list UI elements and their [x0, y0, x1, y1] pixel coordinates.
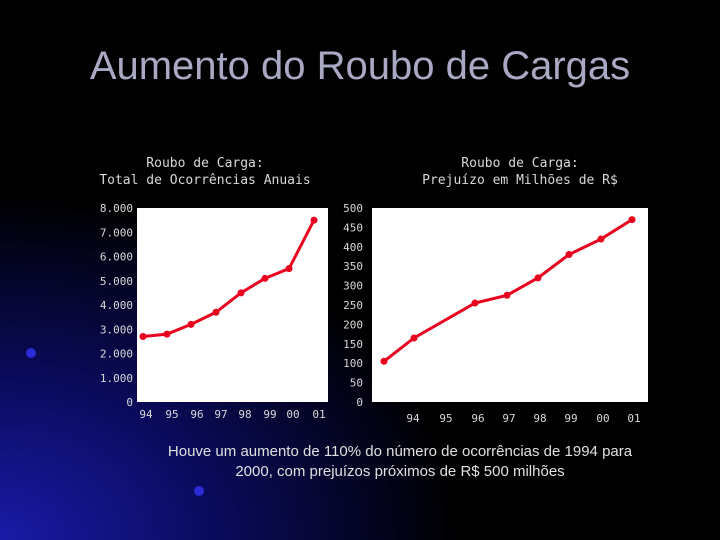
- caption-line1: Houve um aumento de 110% do número de oc…: [167, 443, 633, 460]
- chart2-title-line1: Roubo de Carga:: [461, 156, 579, 171]
- chart1-xtick-label: 97: [214, 408, 227, 421]
- chart2-data-point: [471, 299, 479, 307]
- chart1-data-point: [237, 289, 245, 297]
- chart1-xtick-label: 94: [139, 408, 153, 421]
- chart1-ytick-label: 0: [126, 396, 133, 409]
- chart2-title-line2: Prejuízo em Milhões de R$: [422, 173, 618, 188]
- chart1-ytick-label: 2.000: [100, 348, 133, 361]
- chart1-xtick-label: 99: [263, 408, 276, 421]
- chart1-title-line2: Total de Ocorrências Anuais: [99, 173, 311, 188]
- chart1-title: Roubo de Carga: Total de Ocorrências Anu…: [90, 155, 320, 189]
- chart1-data-point: [187, 320, 195, 328]
- chart2-title: Roubo de Carga: Prejuízo em Milhões de R…: [400, 155, 640, 189]
- chart2-data-point: [380, 357, 388, 365]
- caption-line2: 2000, com prejuízos próximos de R$ 500 m…: [235, 463, 565, 480]
- chart1-data-point: [163, 330, 171, 338]
- chart2-data-point: [503, 291, 511, 299]
- chart2-data-point: [565, 251, 573, 259]
- chart1-xtick-label: 96: [190, 408, 203, 421]
- chart2-data-point: [410, 334, 418, 342]
- chart1-ytick-label: 1.000: [100, 372, 133, 385]
- chart2-xtick-label: 00: [596, 412, 609, 425]
- chart2-ytick-label: 250: [343, 299, 363, 312]
- chart2-xtick-label: 97: [502, 412, 515, 425]
- chart2-ytick-label: 450: [343, 221, 363, 234]
- chart1-data-point: [285, 265, 293, 273]
- chart2-ytick-label: 500: [343, 202, 363, 215]
- chart2-ytick-label: 0: [356, 396, 363, 409]
- chart1-title-line1: Roubo de Carga:: [146, 156, 264, 171]
- chart1-data-point: [310, 216, 318, 224]
- chart2-xtick-label: 98: [533, 412, 546, 425]
- chart2-xtick-label: 99: [564, 412, 577, 425]
- chart1-series-line: [142, 219, 316, 339]
- chart2-data-point: [534, 274, 542, 282]
- chart2-ytick-label: 400: [343, 241, 363, 254]
- chart1-data-point: [212, 308, 220, 316]
- chart2-xtick-label: 01: [627, 412, 640, 425]
- chart2-xtick-label: 96: [471, 412, 484, 425]
- chart1-data-point: [261, 274, 269, 282]
- chart2-data-point: [597, 235, 605, 243]
- chart2-xtick-label: 94: [406, 412, 420, 425]
- chart1-plot-area: [137, 208, 328, 402]
- chart1-ytick-label: 5.000: [100, 275, 133, 288]
- chart2-ytick-label: 50: [350, 377, 363, 390]
- chart1-xtick-label: 95: [165, 408, 178, 421]
- chart2-series-line: [383, 218, 633, 363]
- chart1-ytick-label: 3.000: [100, 323, 133, 336]
- chart2-ytick-label: 200: [343, 318, 363, 331]
- chart1-xtick-label: 00: [286, 408, 299, 421]
- chart1-ytick-label: 8.000: [100, 202, 133, 215]
- chart1-ytick-label: 7.000: [100, 226, 133, 239]
- decorative-dot: [194, 486, 204, 496]
- decorative-dot: [26, 348, 36, 358]
- chart2-ytick-label: 300: [343, 280, 363, 293]
- chart1-ytick-label: 6.000: [100, 251, 133, 264]
- caption: Houve um aumento de 110% do número de oc…: [140, 442, 660, 482]
- chart1-xtick-label: 98: [238, 408, 251, 421]
- chart2-data-point: [628, 216, 636, 224]
- chart1-ytick-label: 4.000: [100, 299, 133, 312]
- chart2-ytick-label: 150: [343, 338, 363, 351]
- chart1-xtick-label: 01: [312, 408, 325, 421]
- chart2-xtick-label: 95: [439, 412, 452, 425]
- chart2-ytick-label: 100: [343, 357, 363, 370]
- chart1-data-point: [139, 333, 147, 341]
- slide-title: Aumento do Roubo de Cargas: [89, 44, 631, 88]
- chart2-ytick-label: 350: [343, 260, 363, 273]
